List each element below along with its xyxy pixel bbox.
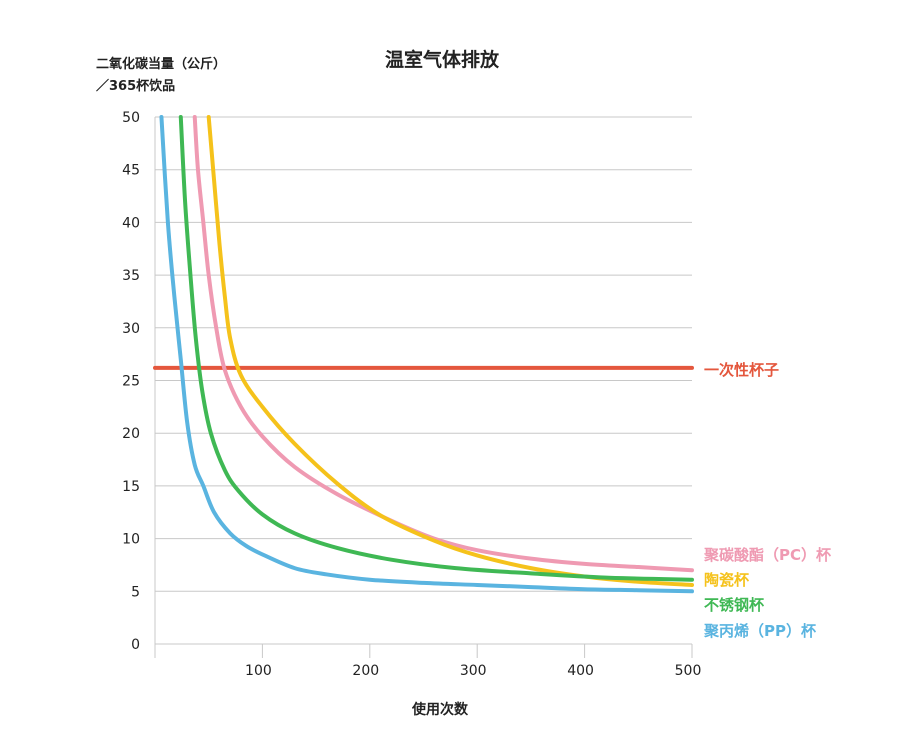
x-tick-label-200: 200: [352, 663, 379, 679]
chart-title: 温室气体排放: [385, 48, 500, 71]
y-axis-label-line1: 二氧化碳当量（公斤）: [96, 56, 226, 72]
x-tick-label-400: 400: [567, 663, 594, 679]
grid: [155, 116, 692, 592]
y-tick-label-10: 10: [122, 532, 140, 548]
series-label-3: 不锈钢杯: [704, 596, 765, 614]
y-tick-label-40: 40: [122, 215, 140, 231]
y-tick-label-30: 30: [122, 321, 140, 337]
series-line-2: [206, 115, 694, 587]
y-axis-label-line2: ／365杯饮品: [96, 78, 175, 94]
series-label-0: 一次性杯子: [704, 361, 779, 379]
y-tick-label-45: 45: [122, 163, 140, 179]
x-tick-label-500: 500: [675, 663, 702, 679]
y-tick-label-35: 35: [122, 268, 140, 284]
series-line-1: [192, 115, 694, 573]
x-tick-label-100: 100: [245, 663, 272, 679]
axes: 0 5 10 15 20 25 30 35 40 45 50 100 200 300 400 500: [122, 110, 701, 679]
series-line-3: [178, 115, 694, 582]
y-tick-label-15: 15: [122, 479, 140, 495]
series-label-4: 聚丙烯（PP）杯: [703, 622, 817, 640]
y-tick-label-25: 25: [122, 374, 140, 390]
series-label-1: 聚碳酸酯（PC）杯: [703, 546, 832, 564]
y-tick-label-50: 50: [122, 110, 140, 126]
y-tick-label-0: 0: [131, 637, 140, 653]
series-label-2: 陶瓷杯: [704, 571, 750, 589]
series-line-4: [159, 115, 694, 594]
y-tick-label-5: 5: [131, 584, 140, 600]
y-tick-label-20: 20: [122, 426, 140, 442]
x-tick-label-300: 300: [460, 663, 487, 679]
x-axis-label: 使用次数: [411, 701, 469, 718]
series-lines: [153, 115, 694, 594]
